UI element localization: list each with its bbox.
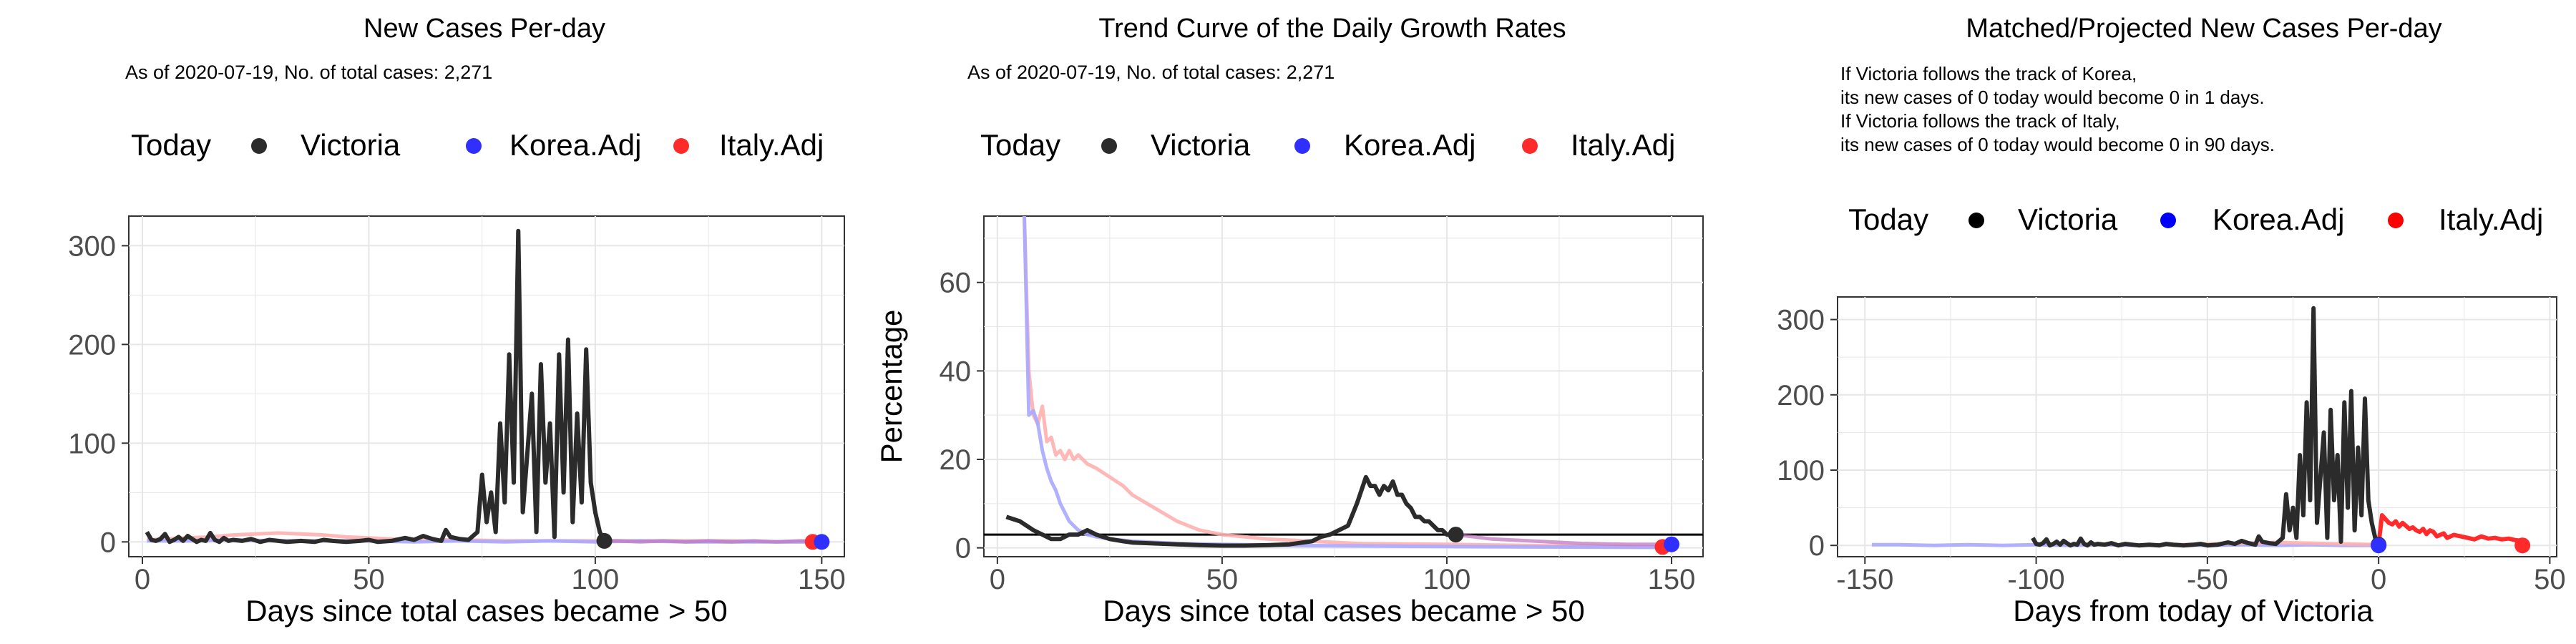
legend-korea-label: Korea.Adj [509, 128, 641, 162]
plot-area [983, 215, 1704, 557]
legend-today-label: Today [980, 128, 1060, 162]
x-tick-label: 100 [572, 564, 620, 595]
chart-subtitle: As of 2020-07-19, No. of total cases: 2,… [967, 62, 1335, 83]
y-tick-label: 100 [68, 428, 116, 459]
x-tick-label: 50 [353, 564, 385, 595]
chart-subtitle: As of 2020-07-19, No. of total cases: 2,… [125, 62, 492, 83]
legend-korea-label: Korea.Adj [1344, 128, 1475, 162]
x-tick-label: 50 [1206, 564, 1239, 595]
today-points [596, 532, 830, 550]
x-tick-label: 0 [990, 564, 1005, 595]
legend-italy-label: Italy.Adj [2439, 203, 2543, 236]
x-tick-label: 100 [1423, 564, 1471, 595]
today-point-italy-adj [2514, 537, 2531, 554]
series-line-victoria [2031, 306, 2381, 548]
x-tick-label: -150 [1836, 564, 1893, 595]
y-ticks: 0 100 200 300 [68, 230, 129, 558]
annotation-line: If Victoria follows the track of Korea, [1840, 63, 2137, 84]
series-lines [145, 228, 822, 545]
today-point-victoria [1448, 527, 1464, 543]
chart-title: Matched/Projected New Cases Per-day [1966, 14, 2441, 44]
legend-victoria-label: Victoria [1151, 128, 1251, 162]
today-point-victoria [596, 532, 613, 549]
legend-today-label: Today [131, 128, 211, 162]
x-tick-label: 0 [135, 564, 150, 595]
legend-victoria-key [1968, 213, 1984, 228]
x-ticks: -150 -100 -50 0 50 [1836, 557, 2566, 595]
gridlines [129, 216, 844, 557]
annotation-block: If Victoria follows the track of Korea, … [1840, 63, 2275, 155]
series-lines [1871, 306, 2523, 548]
panel-growth-rates: Trend Curve of the Daily Growth Rates As… [874, 14, 1704, 628]
y-axis-label: Percentage [874, 310, 908, 464]
today-points [1448, 527, 1680, 555]
legend-italy-key [2388, 213, 2404, 228]
chart-title: New Cases Per-day [364, 14, 605, 44]
y-tick-label: 300 [1777, 305, 1825, 336]
y-tick-label: 200 [1777, 380, 1825, 411]
series-lines [984, 216, 1703, 550]
y-tick-label: 0 [1809, 530, 1825, 562]
series-line-italy-adj [1023, 216, 1663, 549]
today-point-korea-adj [1664, 536, 1680, 552]
y-ticks: 0 100 200 300 [1777, 305, 1838, 562]
legend-italy-label: Italy.Adj [1571, 128, 1675, 162]
legend-today-label: Today [1848, 203, 1928, 236]
legend-korea-key [466, 138, 482, 154]
legend-victoria-label: Victoria [301, 128, 401, 162]
y-tick-label: 100 [1777, 455, 1825, 487]
y-ticks: 0 20 40 60 [940, 268, 984, 565]
annotation-line: its new cases of 0 today would become 0 … [1840, 134, 2275, 155]
legend-italy-key [1522, 138, 1538, 154]
series-line-victoria [145, 228, 607, 545]
x-tick-label: 150 [798, 564, 846, 595]
y-tick-label: 0 [100, 527, 116, 558]
plot-area [1837, 296, 2557, 557]
panel-new-cases: New Cases Per-day As of 2020-07-19, No. … [68, 14, 845, 628]
chart-title: Trend Curve of the Daily Growth Rates [1098, 14, 1566, 44]
x-axis-label: Days since total cases became > 50 [245, 594, 728, 628]
x-tick-label: 150 [1648, 564, 1696, 595]
series-line-italy-adj [2376, 513, 2523, 545]
y-tick-label: 300 [68, 230, 116, 262]
annotation-line: its new cases of 0 today would become 0 … [1840, 87, 2265, 108]
legend-korea-key [2160, 213, 2176, 228]
y-tick-label: 0 [955, 533, 971, 565]
x-axis-label: Days since total cases became > 50 [1103, 594, 1585, 628]
x-tick-label: -100 [2008, 564, 2065, 595]
legend: Today Victoria Korea.Adj Italy.Adj [131, 128, 824, 162]
y-tick-label: 20 [940, 444, 972, 476]
legend-italy-key [673, 138, 689, 154]
legend: Today Victoria Korea.Adj Italy.Adj [980, 128, 1675, 162]
y-tick-label: 40 [940, 356, 972, 387]
legend: Today Victoria Korea.Adj Italy.Adj [1848, 203, 2543, 236]
annotation-line: If Victoria follows the track of Italy, [1840, 110, 2120, 132]
series-line-victoria [1455, 532, 1663, 547]
legend-korea-label: Korea.Adj [2212, 203, 2344, 236]
y-tick-label: 200 [68, 329, 116, 361]
panel-projected-cases: Matched/Projected New Cases Per-day If V… [1777, 14, 2565, 628]
legend-victoria-label: Victoria [2018, 203, 2118, 236]
today-point-korea-adj [814, 534, 830, 550]
today-points [2371, 537, 2531, 554]
legend-victoria-key [251, 138, 267, 154]
x-axis-label: Days from today of Victoria [2013, 594, 2373, 628]
x-ticks: 0 50 100 150 [135, 557, 846, 595]
x-tick-label: 50 [2534, 564, 2566, 595]
series-line-victoria [604, 539, 813, 544]
legend-korea-key [1294, 138, 1310, 154]
x-tick-label: 0 [2371, 564, 2386, 595]
x-tick-label: -50 [2187, 564, 2228, 595]
x-ticks: 0 50 100 150 [990, 557, 1696, 595]
series-line-victoria [1005, 474, 1456, 548]
legend-italy-label: Italy.Adj [719, 128, 824, 162]
y-tick-label: 60 [940, 268, 972, 299]
gridlines [984, 216, 1703, 557]
legend-victoria-key [1101, 138, 1117, 154]
today-point-korea-adj [2371, 537, 2387, 554]
